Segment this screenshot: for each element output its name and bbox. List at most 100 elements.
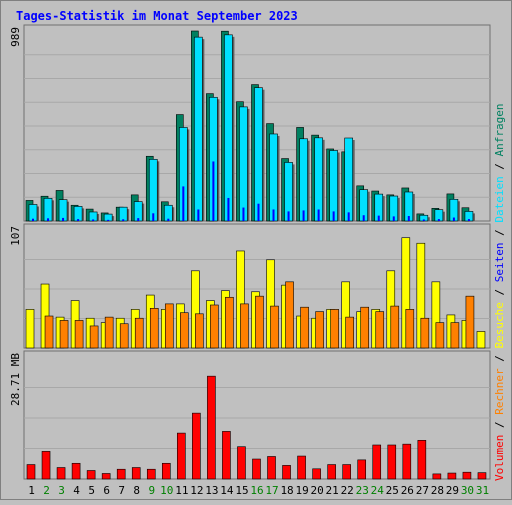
bar-volumen (267, 456, 276, 480)
bar-rechner (44, 315, 54, 349)
x-tick-label: 2 (43, 484, 50, 497)
bar-seiten (92, 219, 95, 221)
bar-rechner (59, 320, 69, 349)
bar-seiten (317, 209, 320, 221)
bar-seiten (257, 203, 260, 221)
bar-volumen (192, 412, 201, 480)
x-tick-label: 14 (220, 484, 234, 497)
bar-dateien (224, 34, 233, 222)
bar-seiten (122, 219, 125, 221)
x-tick-label: 7 (118, 484, 125, 497)
panel-bottom: 28.71 MB (9, 350, 491, 480)
bar-rechner (104, 316, 114, 349)
bar-volumen (207, 375, 216, 480)
x-axis-labels: 1 2 3 4 5 6 7 8 9 10 11 12 13 14 15 16 17 18 19 20 21 22 23 24 2… (28, 484, 489, 497)
x-tick-label: 9 (148, 484, 155, 497)
x-tick-label: 12 (190, 484, 203, 497)
x-tick-label: 31 (476, 484, 489, 497)
bar-seiten (242, 207, 245, 221)
max-label-bottom: 28.71 MB (9, 353, 22, 406)
bar-seiten (32, 218, 34, 221)
bar-rechner (164, 303, 174, 349)
bar-volumen (146, 468, 156, 480)
bar-rechner (240, 303, 249, 349)
chart-title: Tages-Statistik im Monat September 2023 (16, 9, 298, 23)
bar-seiten (362, 215, 365, 221)
bar-seiten (182, 186, 185, 221)
x-tick-label: 6 (103, 484, 110, 497)
bar-dateien (28, 204, 38, 222)
bar-volumen (26, 464, 36, 480)
bar-volumen (101, 473, 111, 480)
bar-volumen (131, 467, 141, 480)
bar-seiten (302, 210, 305, 221)
x-tick-label: 1 (28, 484, 35, 497)
right-legend: Volumen / Rechner / Besuche / Seiten / D… (493, 103, 506, 481)
bar-seiten (227, 197, 230, 221)
bar-volumen (177, 432, 186, 480)
bar-rechner (210, 304, 219, 349)
x-tick-label: 25 (386, 484, 399, 497)
bar-seiten (62, 217, 65, 221)
bar-volumen (282, 465, 291, 480)
panel-top: 989 (9, 24, 491, 222)
bar-dateien (314, 137, 323, 222)
bar-dateien (329, 150, 338, 222)
legend-entry: / (493, 156, 506, 176)
bar-volumen (327, 464, 336, 480)
bar-dateien (73, 206, 83, 222)
bar-rechner (300, 306, 309, 349)
bar-seiten (77, 219, 80, 221)
legend-entry: Rechner (493, 368, 506, 415)
bar-volumen (116, 468, 126, 480)
bar-seiten (452, 217, 455, 221)
x-tick-label: 22 (341, 484, 354, 497)
legend-entry: Anfragen (493, 103, 506, 156)
bar-rechner (180, 312, 189, 349)
x-tick-label: 13 (205, 484, 218, 497)
bars-top (25, 30, 475, 222)
x-tick-label: 16 (250, 484, 263, 497)
bar-rechner (315, 311, 324, 349)
x-tick-label: 27 (416, 484, 429, 497)
bar-rechner (405, 309, 415, 349)
bar-rechner (465, 295, 475, 349)
bar-seiten (287, 211, 290, 221)
max-label-middle: 107 (9, 226, 22, 246)
bar-rechner (89, 325, 99, 349)
bar-volumen (56, 467, 66, 480)
bar-volumen (86, 470, 96, 480)
bar-volumen (417, 440, 427, 480)
x-tick-label: 24 (371, 484, 385, 497)
legend-entry: / (493, 415, 506, 435)
x-tick-label: 10 (160, 484, 173, 497)
bar-rechner (134, 317, 144, 349)
bars-bottom (26, 375, 487, 480)
bar-dateien (344, 137, 353, 222)
bar-volumen (387, 444, 397, 480)
bar-volumen (71, 462, 81, 480)
bar-volumen (161, 462, 171, 480)
bar-seiten (197, 209, 200, 221)
x-tick-label: 23 (356, 484, 369, 497)
legend-entry: / (493, 223, 506, 243)
bar-rechner (255, 295, 264, 349)
x-tick-label: 30 (461, 484, 474, 497)
bar-dateien (148, 159, 158, 222)
bar-volumen (41, 451, 51, 480)
bar-rechner (345, 316, 354, 349)
x-tick-label: 29 (446, 484, 459, 497)
bar-dateien (254, 87, 263, 222)
bar-volumen (432, 473, 442, 480)
bar-volumen (372, 444, 382, 480)
bar-dateien (269, 133, 278, 222)
bar-dateien (163, 204, 173, 222)
x-tick-label: 15 (235, 484, 248, 497)
x-tick-label: 28 (431, 484, 444, 497)
x-tick-label: 19 (295, 484, 308, 497)
x-tick-label: 26 (401, 484, 414, 497)
legend-entry: Dateien (493, 176, 506, 222)
bar-dateien (239, 106, 248, 222)
bar-seiten (152, 213, 155, 221)
bar-volumen (297, 455, 306, 480)
